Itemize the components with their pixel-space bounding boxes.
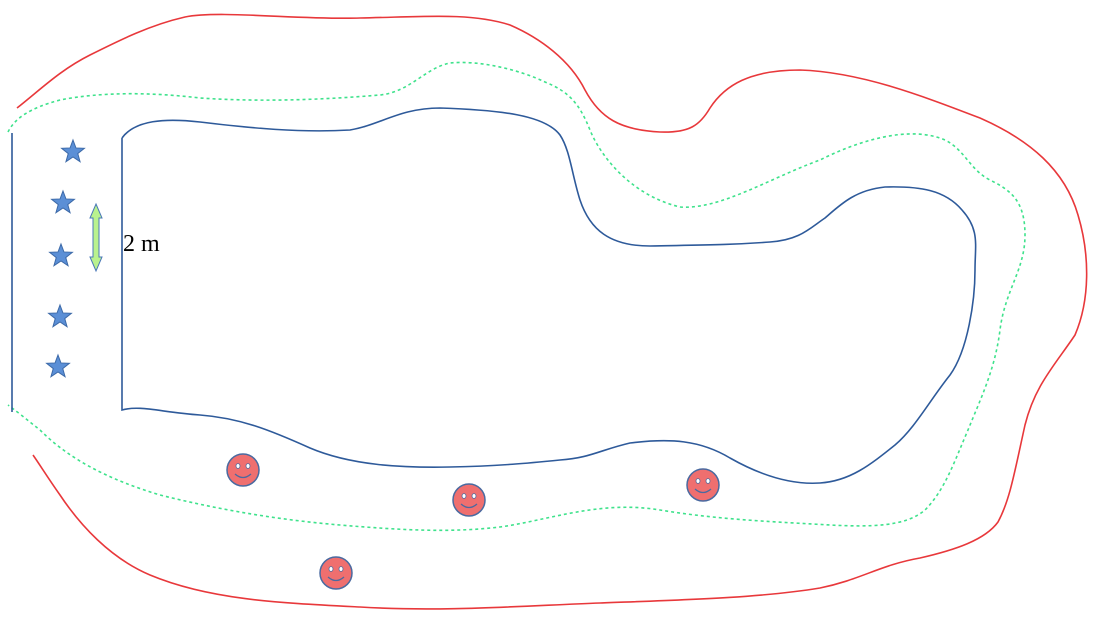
star-icon [45, 353, 71, 378]
smiley-icon [686, 468, 720, 502]
star-icon [60, 138, 86, 163]
outer-boundary [16, 13, 1088, 610]
smiley-icon [226, 453, 260, 487]
inner-boundary [121, 107, 977, 485]
middle-boundary [7, 61, 1026, 532]
smiley-icon [452, 483, 486, 517]
smiley-markers [226, 453, 720, 590]
measurement-label: 2 m [123, 231, 160, 257]
smiley-icon [319, 556, 353, 590]
star-markers [45, 138, 86, 378]
double-arrow-icon [89, 202, 103, 273]
star-icon [47, 303, 73, 328]
star-icon [50, 189, 76, 214]
star-icon [48, 242, 74, 267]
